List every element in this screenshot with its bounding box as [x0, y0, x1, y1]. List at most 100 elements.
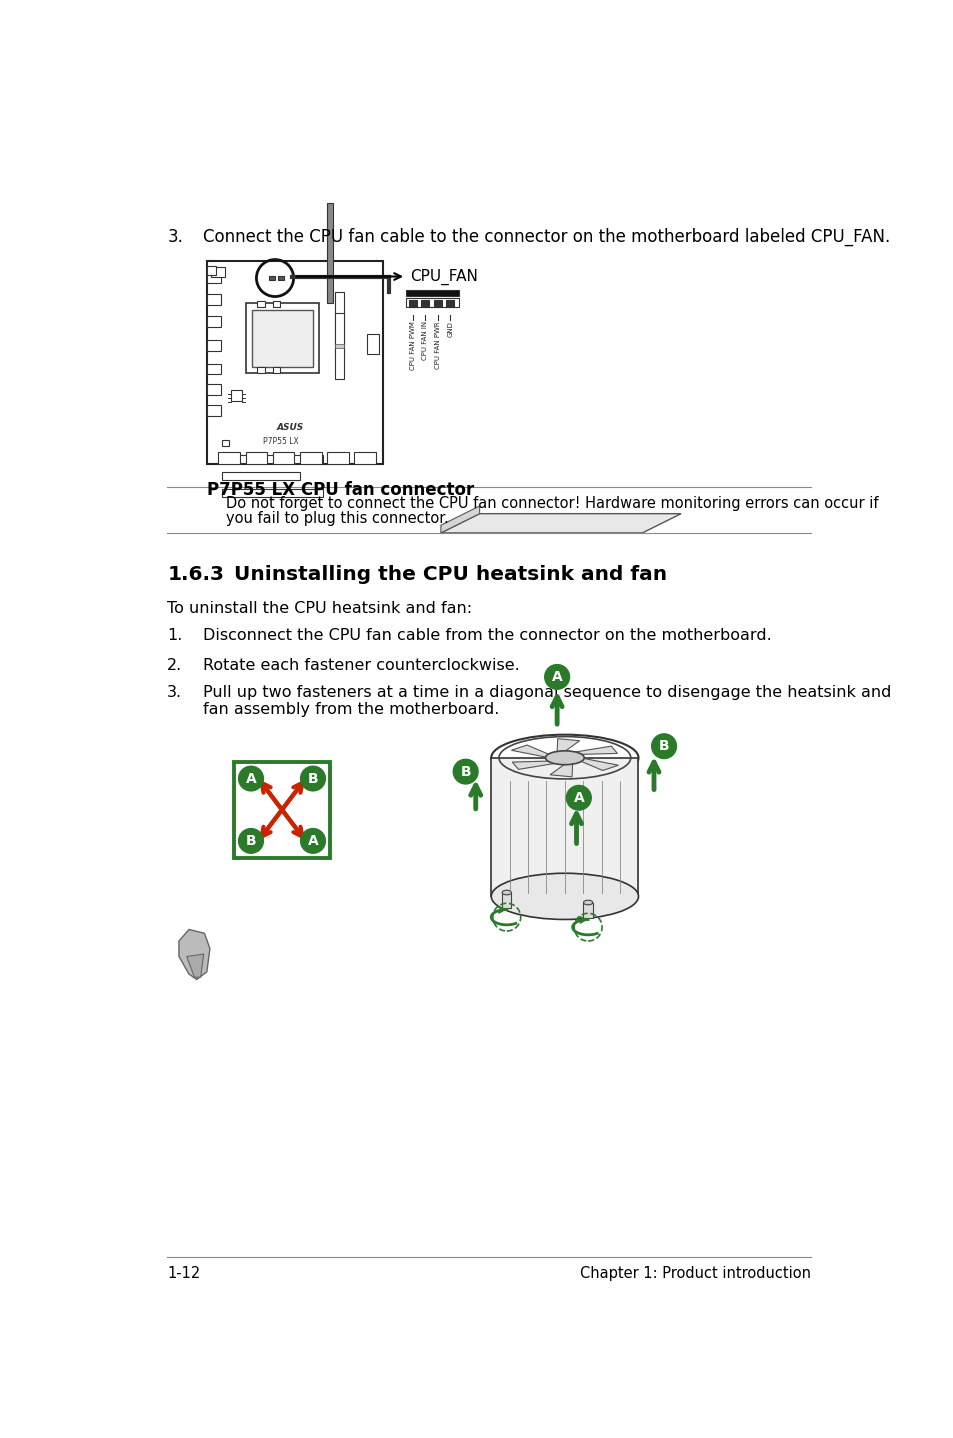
Text: 3.: 3. — [167, 229, 183, 246]
Text: A: A — [551, 670, 562, 684]
Bar — [406, 298, 458, 308]
Circle shape — [651, 733, 676, 758]
Text: CPU_FAN: CPU_FAN — [410, 269, 477, 285]
Bar — [335, 344, 344, 348]
Text: Do not forget to connect the CPU fan connector! Hardware monitoring errors can o: Do not forget to connect the CPU fan con… — [226, 496, 878, 510]
Bar — [446, 299, 454, 308]
Bar — [257, 367, 265, 372]
Circle shape — [238, 828, 263, 853]
Bar — [257, 301, 265, 308]
Ellipse shape — [501, 890, 511, 894]
Ellipse shape — [491, 735, 638, 781]
Bar — [273, 367, 280, 372]
Bar — [211, 267, 224, 276]
Bar — [207, 295, 220, 305]
Bar — [327, 452, 348, 463]
Text: A: A — [573, 791, 583, 805]
Polygon shape — [187, 953, 204, 978]
Circle shape — [300, 828, 325, 853]
Bar — [367, 334, 378, 354]
Bar — [273, 301, 280, 308]
Polygon shape — [550, 762, 572, 777]
Text: A: A — [245, 772, 256, 785]
Text: B: B — [308, 772, 318, 785]
Bar — [406, 289, 458, 296]
Ellipse shape — [583, 900, 592, 905]
Bar — [421, 299, 429, 308]
Text: 1-12: 1-12 — [167, 1265, 200, 1281]
Bar — [434, 299, 441, 308]
Bar — [207, 316, 220, 326]
Circle shape — [544, 664, 569, 689]
Bar — [278, 276, 284, 280]
Ellipse shape — [491, 873, 638, 919]
Polygon shape — [207, 262, 382, 463]
Bar — [335, 313, 344, 380]
Text: GND: GND — [447, 321, 453, 336]
Bar — [207, 406, 220, 416]
Text: Rotate each fastener counterclockwise.: Rotate each fastener counterclockwise. — [203, 657, 519, 673]
Bar — [354, 452, 375, 463]
Text: To uninstall the CPU heatsink and fan:: To uninstall the CPU heatsink and fan: — [167, 601, 472, 615]
Polygon shape — [572, 746, 617, 755]
Bar — [207, 341, 220, 351]
Bar — [207, 273, 220, 283]
Text: ASUS: ASUS — [276, 423, 303, 431]
Text: 1.: 1. — [167, 628, 182, 643]
Text: Disconnect the CPU fan cable from the connector on the motherboard.: Disconnect the CPU fan cable from the co… — [203, 628, 771, 643]
Polygon shape — [576, 758, 618, 771]
Bar — [231, 391, 241, 401]
Text: B: B — [460, 765, 471, 778]
Text: CPU FAN PWM: CPU FAN PWM — [410, 321, 416, 370]
Text: 3.: 3. — [167, 684, 182, 700]
Text: 1.6.3: 1.6.3 — [167, 565, 224, 584]
Polygon shape — [557, 739, 579, 754]
Bar — [501, 893, 511, 907]
Bar — [327, 203, 333, 303]
Bar — [245, 303, 319, 372]
Text: CPU FAN PWR: CPU FAN PWR — [435, 321, 440, 368]
Bar — [252, 309, 313, 367]
Bar — [335, 292, 344, 358]
Bar — [222, 472, 299, 480]
Bar — [269, 276, 274, 280]
Bar — [207, 384, 220, 395]
Text: A: A — [307, 834, 318, 848]
Bar — [335, 322, 344, 326]
Polygon shape — [440, 506, 479, 533]
Text: you fail to plug this connector.: you fail to plug this connector. — [226, 512, 449, 526]
Circle shape — [453, 759, 477, 784]
Bar — [207, 364, 220, 374]
Bar — [222, 489, 323, 496]
Text: 2.: 2. — [167, 657, 182, 673]
Text: Pull up two fasteners at a time in a diagonal sequence to disengage the heatsink: Pull up two fasteners at a time in a dia… — [203, 684, 890, 700]
Bar — [233, 762, 330, 858]
Bar — [222, 456, 323, 463]
Bar — [222, 440, 229, 446]
Text: B: B — [659, 739, 669, 754]
Bar — [583, 903, 592, 917]
Text: Uninstalling the CPU heatsink and fan: Uninstalling the CPU heatsink and fan — [233, 565, 666, 584]
Bar — [299, 452, 321, 463]
Text: Connect the CPU fan cable to the connector on the motherboard labeled CPU_FAN.: Connect the CPU fan cable to the connect… — [203, 229, 889, 246]
Circle shape — [238, 766, 263, 791]
Polygon shape — [440, 513, 680, 533]
Polygon shape — [179, 929, 210, 979]
Polygon shape — [511, 745, 553, 758]
Bar — [409, 299, 416, 308]
Bar — [491, 758, 638, 896]
Circle shape — [566, 785, 591, 810]
Bar — [218, 452, 240, 463]
Polygon shape — [512, 761, 557, 769]
Bar — [273, 452, 294, 463]
Text: fan assembly from the motherboard.: fan assembly from the motherboard. — [203, 702, 498, 718]
Circle shape — [300, 766, 325, 791]
Ellipse shape — [545, 751, 583, 765]
Bar — [245, 452, 267, 463]
Text: P7P55 LX CPU fan connector: P7P55 LX CPU fan connector — [207, 480, 474, 499]
Bar — [207, 266, 216, 275]
Text: Chapter 1: Product introduction: Chapter 1: Product introduction — [578, 1265, 810, 1281]
Text: B: B — [246, 834, 256, 848]
Text: P7P55 LX: P7P55 LX — [262, 437, 298, 446]
Text: CPU FAN IN: CPU FAN IN — [422, 321, 428, 361]
